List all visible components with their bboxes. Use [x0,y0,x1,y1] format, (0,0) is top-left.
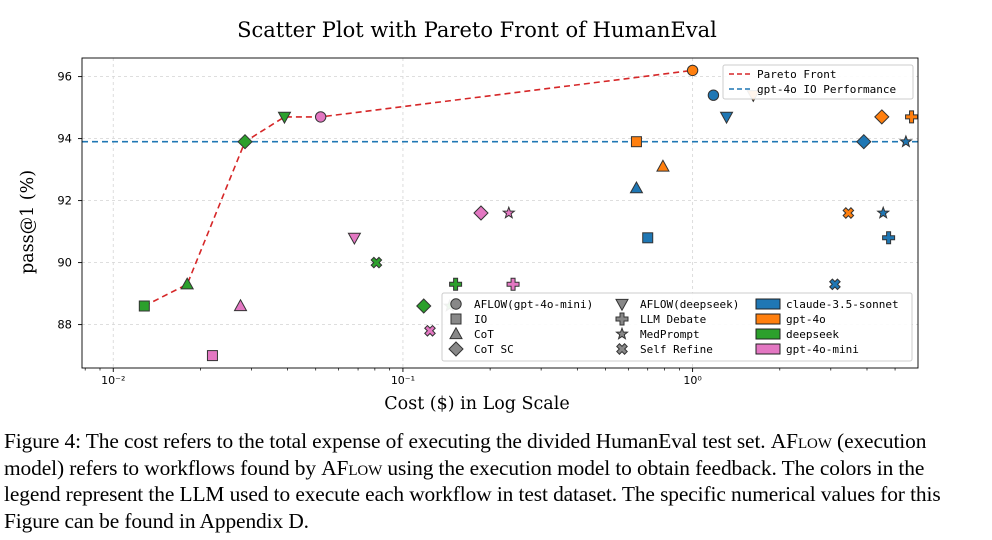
legend-method-label: LLM Debate [640,313,706,326]
point-llm-debate-deepseek [449,277,463,291]
marker-legend-box [441,292,913,362]
caption-prefix: Figure 4: The cost refers to the total e… [4,429,771,453]
x-tick-label: 10⁻¹ [391,374,415,387]
legend-model-label: gpt-4o [786,313,826,326]
legend-color-swatch [755,343,781,355]
legend-marker-diamond [448,341,464,357]
point-cot-sc-deepseek [237,133,253,150]
point-medprompt-claude-3-5-sonnet [876,205,891,219]
legend-method-label: AFLOW(gpt-4o-mini) [474,298,593,311]
reference-lines [82,69,918,307]
x-axis-label: Cost ($) in Log Scale [384,394,569,414]
point-cot-sc-deepseek [416,298,432,314]
point-aflow-deepseek-deepseek [277,111,292,125]
point-cot-gpt-4o [656,159,670,172]
point-aflow-gpt-4o-mini-gpt-4o-mini [314,111,327,123]
legend-marker-square [450,313,462,325]
point-cot-sc-claude-3-5-sonnet [856,133,872,150]
point-llm-debate-claude-3-5-sonnet [882,231,896,245]
legend-color-swatch [755,313,781,325]
plot-frame [81,57,919,369]
point-cot-claude-3-5-sonnet [629,180,644,194]
legend-method-label: CoT [474,328,494,341]
point-medprompt-claude-3-5-sonnet [899,134,913,148]
legend-model-label: deepseek [786,328,839,341]
legend-marker-triangle [449,326,463,340]
line-legend-label: gpt-4o IO Performance [757,83,896,96]
legend-method-label: IO [474,313,487,326]
point-medprompt-gpt-4o-mini [501,205,516,219]
legend-model-label: claude-3.5-sonnet [786,298,899,311]
legend-method-label: AFLOW(deepseek) [640,298,739,311]
caption-aflow-1: AFlow [770,429,832,453]
point-cot-sc-gpt-4o [874,109,890,125]
legend-marker-circle [450,298,462,310]
y-tick-label: 96 [57,70,72,84]
y-tick-label: 94 [57,132,72,146]
point-self-refine-gpt-4o [842,207,855,219]
y-axis-label: pass@1 (%) [18,170,38,274]
chart-title: Scatter Plot with Pareto Front of HumanE… [237,18,717,42]
legend-method-label: CoT SC [474,343,514,356]
point-aflow-deepseek-claude-3-5-sonnet [719,111,734,125]
point-io-deepseek [138,300,150,312]
point-aflow-gpt-4o-mini-claude-3-5-sonnet [707,89,720,101]
caption-mid: (execution model) refers to workflows fo… [4,429,927,480]
x-tick-label: 10⁻² [101,374,125,387]
line-legend-label: Pareto Front [757,68,836,81]
point-io-gpt-4o-mini [206,350,218,362]
point-cot-deepseek [180,277,195,290]
scatter-chart: 88 90 92 94 96 10⁻² 10⁻¹ 10⁰ Pareto Front gpt-4o… [18,18,919,414]
point-aflow-deepseek-gpt-4o-mini [347,232,362,246]
caption-rest: using the execution model to obtain feed… [4,455,941,533]
legend-marker-triangle-down [615,298,629,312]
point-cot-sc-gpt-4o-mini [473,205,489,221]
legend-marker-star [615,326,629,340]
figure-caption: Figure 4: The cost refers to the total e… [4,428,984,534]
legend-color-swatch [755,328,781,340]
data-points [138,64,919,362]
point-llm-debate-gpt-4o-mini [506,277,520,291]
pareto-front-line [143,69,693,307]
y-tick-label: 88 [57,318,72,332]
legend-color-swatch [755,298,781,310]
legend-marker-x [616,343,628,355]
legend-method-label: Self Refine [640,343,713,356]
legend-model-label: gpt-4o-mini [786,343,859,356]
x-tick-label: 10⁰ [683,374,702,387]
point-io-gpt-4o [630,136,642,148]
point-llm-debate-gpt-4o [905,110,919,124]
y-tick-label: 92 [57,194,72,208]
legend-marker-plus [615,312,629,326]
point-io-claude-3-5-sonnet [642,232,654,244]
point-self-refine-claude-3-5-sonnet [828,278,841,291]
point-cot-gpt-4o-mini [233,298,248,312]
caption-aflow-2: AFlow [321,455,383,480]
y-tick-label: 90 [57,256,72,270]
point-aflow-gpt-4o-mini-gpt-4o [686,64,699,77]
legends: Pareto Front gpt-4o IO Performance AFLOW(g… [441,64,914,362]
axes: 88 90 92 94 96 10⁻² 10⁻¹ 10⁰ [57,57,919,387]
line-legend-box [722,64,914,100]
point-self-refine-deepseek [370,256,383,269]
point-self-refine-gpt-4o-mini [424,324,436,337]
legend-method-label: MedPrompt [640,328,700,341]
